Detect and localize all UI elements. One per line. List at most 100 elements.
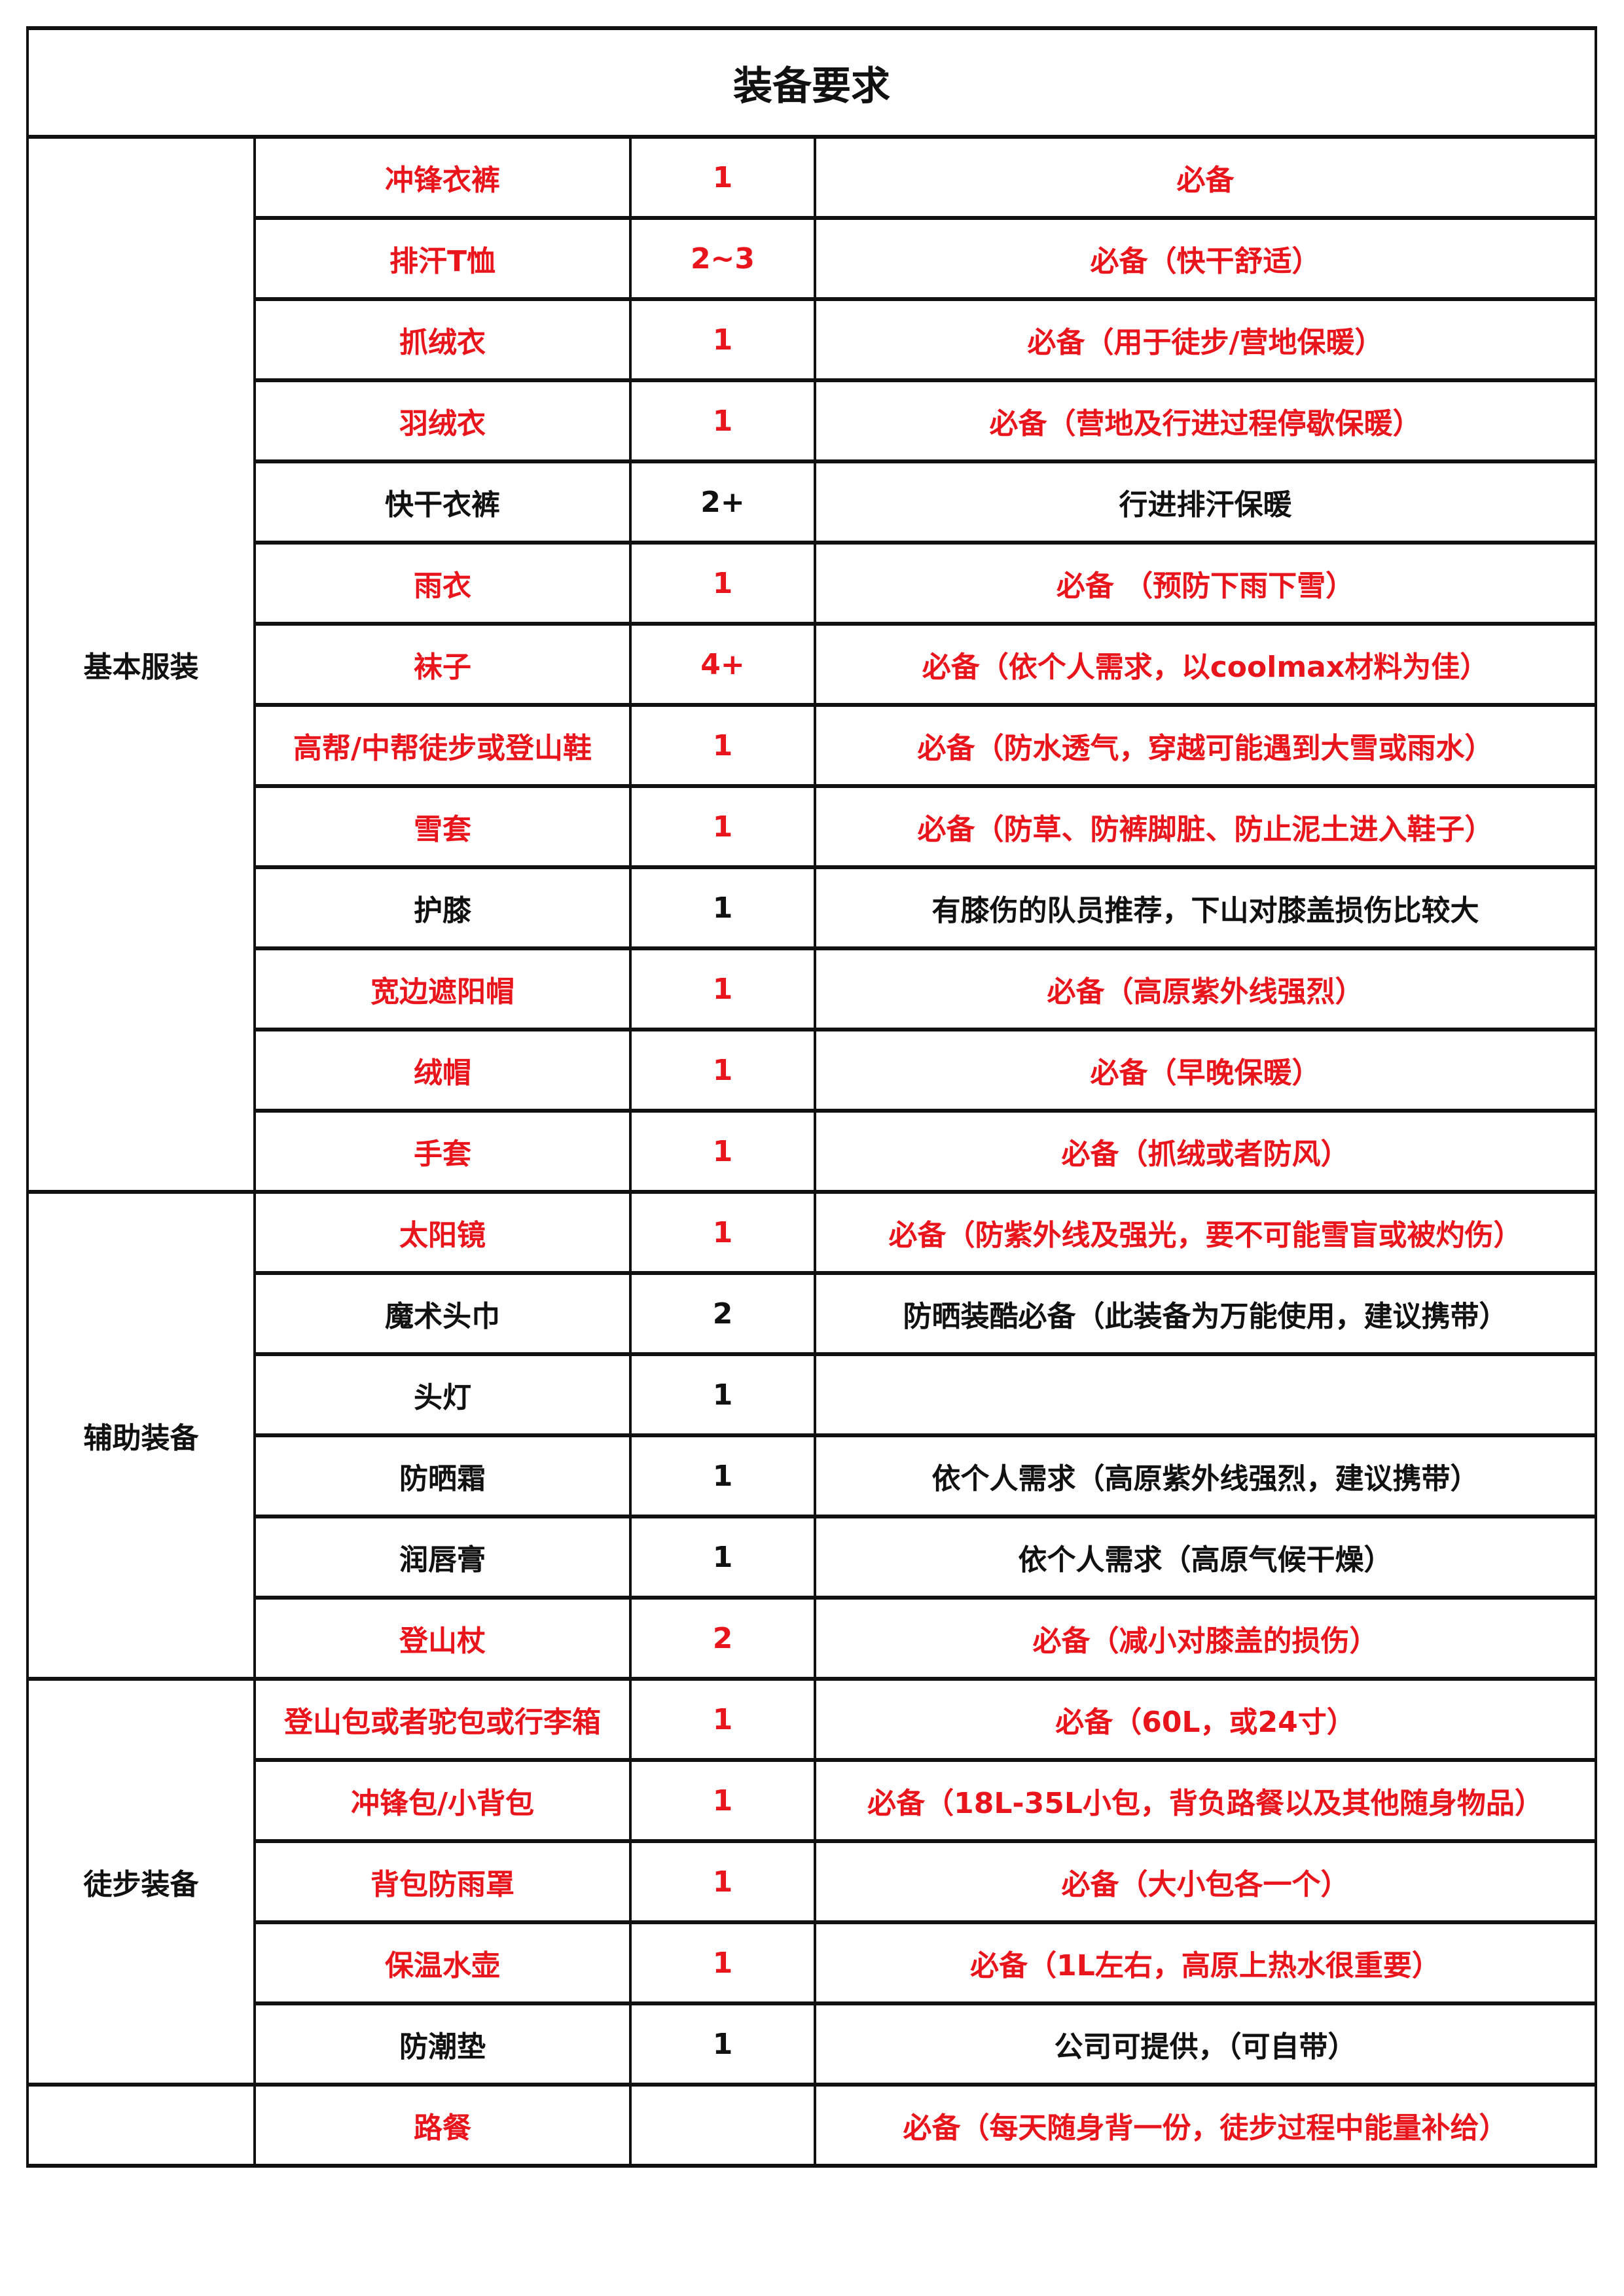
- table-row: 保温水壶 1 必备（1L左右，高原上热水很重要）: [27, 1920, 1597, 2005]
- table-row: 绒帽 1 必备（早晚保暖）: [27, 1028, 1597, 1113]
- item-name: 保温水壶: [253, 1920, 632, 2005]
- item-name: 登山包或者驼包或行李箱: [253, 1677, 632, 1762]
- item-note: 必备（抓绒或者防风）: [814, 1109, 1597, 1194]
- table-row: 防潮垫 1 公司可提供，（可自带）: [27, 2001, 1597, 2087]
- table-row: 袜子 4+ 必备（依个人需求，以coolmax材料为佳）: [27, 622, 1597, 707]
- item-note: 有膝伤的队员推荐，下山对膝盖损伤比较大: [814, 865, 1597, 950]
- item-quantity: 1: [629, 1190, 816, 1275]
- table-row: 防晒霜 1 依个人需求（高原紫外线强烈，建议携带）: [27, 1433, 1597, 1518]
- table-row: 护膝 1 有膝伤的队员推荐，下山对膝盖损伤比较大: [27, 865, 1597, 950]
- item-name: 排汗T恤: [253, 216, 632, 301]
- item-name: 羽绒衣: [253, 378, 632, 463]
- item-note: 防晒装酷必备（此装备为万能使用，建议携带）: [814, 1271, 1597, 1356]
- item-name: 太阳镜: [253, 1190, 632, 1275]
- item-note: 必备（早晚保暖）: [814, 1028, 1597, 1113]
- item-note: 必备（防草、防裤脚脏、防止泥土进入鞋子）: [814, 784, 1597, 869]
- item-note: 必备（防水透气，穿越可能遇到大雪或雨水）: [814, 703, 1597, 788]
- table-row: 登山杖 2 必备（减小对膝盖的损伤）: [27, 1596, 1597, 1681]
- item-quantity: 2: [629, 1596, 816, 1681]
- item-note: 必备（营地及行进过程停歇保暖）: [814, 378, 1597, 463]
- item-name: 防晒霜: [253, 1433, 632, 1518]
- table-row: 高帮/中帮徒步或登山鞋 1 必备（防水透气，穿越可能遇到大雪或雨水）: [27, 703, 1597, 788]
- item-quantity: 1: [629, 1920, 816, 2005]
- item-quantity: [629, 2083, 816, 2168]
- table-row: 辅助装备 太阳镜 1 必备（防紫外线及强光，要不可能雪盲或被灼伤）: [26, 1190, 1597, 1681]
- table-row: 路餐 必备（每天随身背一份，徒步过程中能量补给）: [26, 2083, 1597, 2168]
- item-name: 护膝: [253, 865, 632, 950]
- group-category: 基本服装: [26, 135, 256, 1194]
- table-row: 基本服装 冲锋衣裤 1 必备: [26, 135, 1597, 1194]
- item-quantity: 1: [629, 1433, 816, 1518]
- table-row: 背包防雨罩 1 必备（大小包各一个）: [27, 1839, 1597, 1924]
- item-name: 快干衣裤: [253, 459, 632, 545]
- table-row: 羽绒衣 1 必备（营地及行进过程停歇保暖）: [27, 378, 1597, 463]
- item-quantity: 1: [629, 703, 816, 788]
- item-quantity: 1: [629, 865, 816, 950]
- item-note: 必备（防紫外线及强光，要不可能雪盲或被灼伤）: [814, 1190, 1597, 1275]
- item-quantity: 4+: [629, 622, 816, 707]
- item-name: 绒帽: [253, 1028, 632, 1113]
- item-name: 润唇膏: [253, 1515, 632, 1600]
- table-row: 头灯 1: [27, 1352, 1597, 1437]
- item-note: 必备（高原紫外线强烈）: [814, 946, 1597, 1031]
- item-quantity: 1: [629, 784, 816, 869]
- item-note: 依个人需求（高原气候干燥）: [814, 1515, 1597, 1600]
- item-name: 抓绒衣: [253, 297, 632, 382]
- group-category: 辅助装备: [26, 1190, 256, 1681]
- table-row: 宽边遮阳帽 1 必备（高原紫外线强烈）: [27, 946, 1597, 1031]
- item-note: 必备（依个人需求，以coolmax材料为佳）: [814, 622, 1597, 707]
- item-name: 高帮/中帮徒步或登山鞋: [253, 703, 632, 788]
- table-row: 抓绒衣 1 必备（用于徒步/营地保暖）: [27, 297, 1597, 382]
- item-name: 宽边遮阳帽: [253, 946, 632, 1031]
- item-note: 必备（18L-35L小包，背负路餐以及其他随身物品）: [814, 1758, 1597, 1843]
- group-category: 徒步装备: [26, 1677, 256, 2087]
- item-quantity: 1: [629, 1028, 816, 1113]
- item-name: 手套: [253, 1109, 632, 1194]
- item-note: 公司可提供，（可自带）: [814, 2001, 1597, 2087]
- title-row: 装备要求: [26, 26, 1597, 139]
- table-title: 装备要求: [26, 26, 1597, 139]
- item-quantity: 1: [629, 1839, 816, 1924]
- item-name: 魔术头巾: [253, 1271, 632, 1356]
- group-category: [26, 2083, 256, 2168]
- table-row: 雪套 1 必备（防草、防裤脚脏、防止泥土进入鞋子）: [27, 784, 1597, 869]
- table-row: 雨衣 1 必备 （预防下雨下雪）: [27, 541, 1597, 626]
- item-name: 袜子: [253, 622, 632, 707]
- item-quantity: 1: [629, 1515, 816, 1600]
- table-row: 排汗T恤 2~3 必备（快干舒适）: [27, 216, 1597, 301]
- item-name: 防潮垫: [253, 2001, 632, 2087]
- item-note: 行进排汗保暖: [814, 459, 1597, 545]
- table-row: 手套 1 必备（抓绒或者防风）: [27, 1109, 1597, 1194]
- table-row: 快干衣裤 2+ 行进排汗保暖: [27, 459, 1597, 545]
- item-quantity: 1: [629, 541, 816, 626]
- item-name: 冲锋包/小背包: [253, 1758, 632, 1843]
- item-quantity: 1: [629, 135, 816, 220]
- item-note: 必备（减小对膝盖的损伤）: [814, 1596, 1597, 1681]
- table-row: 冲锋包/小背包 1 必备（18L-35L小包，背负路餐以及其他随身物品）: [27, 1758, 1597, 1843]
- item-quantity: 1: [629, 2001, 816, 2087]
- table-row: 润唇膏 1 依个人需求（高原气候干燥）: [27, 1515, 1597, 1600]
- item-name: 登山杖: [253, 1596, 632, 1681]
- item-quantity: 2+: [629, 459, 816, 545]
- item-note: 必备: [814, 135, 1597, 220]
- item-note: 必备（大小包各一个）: [814, 1839, 1597, 1924]
- item-quantity: 1: [629, 378, 816, 463]
- item-name: 雪套: [253, 784, 632, 869]
- item-note: 必备（用于徒步/营地保暖）: [814, 297, 1597, 382]
- item-note: 必备（1L左右，高原上热水很重要）: [814, 1920, 1597, 2005]
- table-row: 魔术头巾 2 防晒装酷必备（此装备为万能使用，建议携带）: [27, 1271, 1597, 1356]
- equipment-table: 装备要求 基本服装 冲锋衣裤 1 必备 排汗T恤 2~3 必备（快干舒适） 抓绒衣 1 必备（用于…: [26, 26, 1597, 2168]
- item-note: [814, 1352, 1597, 1437]
- item-quantity: 1: [629, 1109, 816, 1194]
- item-quantity: 1: [629, 1352, 816, 1437]
- item-name: 雨衣: [253, 541, 632, 626]
- item-note: 必备（每天随身背一份，徒步过程中能量补给）: [814, 2083, 1597, 2168]
- table-row: 徒步装备 登山包或者驼包或行李箱 1 必备（60L，或24寸）: [26, 1677, 1597, 2087]
- item-name: 路餐: [253, 2083, 632, 2168]
- item-quantity: 1: [629, 946, 816, 1031]
- item-quantity: 1: [629, 297, 816, 382]
- item-quantity: 2~3: [629, 216, 816, 301]
- item-quantity: 1: [629, 1758, 816, 1843]
- item-note: 必备（快干舒适）: [814, 216, 1597, 301]
- item-name: 背包防雨罩: [253, 1839, 632, 1924]
